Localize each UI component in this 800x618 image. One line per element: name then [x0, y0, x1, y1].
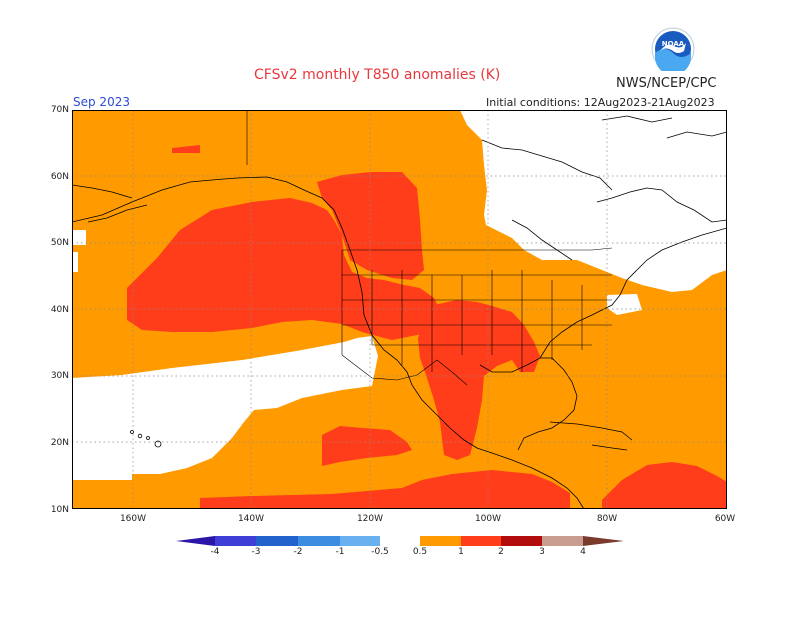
colorbar-bin-neutral: [380, 536, 420, 546]
colorbar-low-arrow: [176, 536, 215, 546]
map-frame: [72, 110, 727, 509]
colorbar: [176, 536, 624, 546]
hawaii-islands: [130, 430, 162, 448]
lon-label-100w: 100W: [474, 514, 502, 524]
lat-label-50n: 50N: [50, 238, 69, 248]
colorbar-label: 1: [458, 547, 464, 557]
lon-label-160w: 160W: [119, 514, 147, 524]
lat-label-40n: 40N: [50, 305, 69, 315]
colorbar-bin-2: [256, 536, 298, 546]
lat-label-30n: 30N: [50, 371, 69, 381]
colorbar-label: 0.5: [412, 547, 428, 557]
colorbar-bin-6: [420, 536, 461, 546]
noaa-logo-icon: NOAA: [651, 27, 695, 71]
graticule: [72, 110, 727, 509]
lat-label-20n: 20N: [50, 438, 69, 448]
lat-label-60n: 60N: [50, 172, 69, 182]
colorbar-bin-9: [542, 536, 583, 546]
initial-conditions: Initial conditions: 12Aug2023-21Aug2023: [486, 96, 715, 109]
lon-label-80w: 80W: [596, 514, 618, 524]
colorbar-label: -4: [210, 547, 220, 557]
colorbar-bin-1: [215, 536, 256, 546]
lon-label-60w: 60W: [714, 514, 736, 524]
colorbar-bin-7: [461, 536, 501, 546]
lat-label-70n: 70N: [50, 105, 69, 115]
map-title: CFSv2 monthly T850 anomalies (K): [254, 67, 501, 83]
logo-text: NOAA: [662, 40, 685, 48]
strong-anomaly-regions: [127, 145, 727, 509]
colorbar-high-arrow: [583, 536, 624, 546]
colorbar-label: 4: [580, 547, 586, 557]
lat-label-10n: 10N: [50, 505, 69, 515]
lon-label-140w: 140W: [237, 514, 265, 524]
forecast-month: Sep 2023: [73, 95, 130, 109]
colorbar-bin-8: [501, 536, 542, 546]
colorbar-label: -0.5: [371, 547, 389, 557]
agency-label: NWS/NCEP/CPC: [616, 76, 717, 91]
lon-label-120w: 120W: [356, 514, 384, 524]
colorbar-label: 2: [498, 547, 504, 557]
political-borders: [246, 110, 613, 386]
colorbar-label: -3: [251, 547, 261, 557]
colorbar-label: -2: [293, 547, 303, 557]
neutral-anomaly-regions: [72, 110, 727, 480]
colorbar-label: -1: [335, 547, 345, 557]
colorbar-label: 3: [539, 547, 545, 557]
colorbar-bin-3: [298, 536, 340, 546]
anomaly-map: [72, 110, 727, 509]
colorbar-bin-4: [340, 536, 380, 546]
